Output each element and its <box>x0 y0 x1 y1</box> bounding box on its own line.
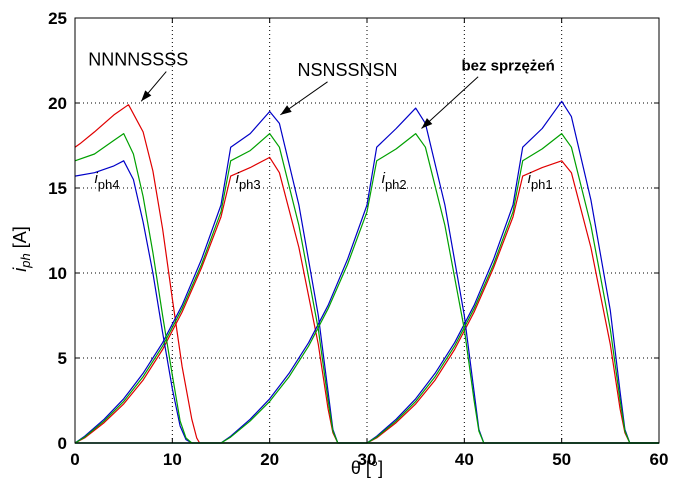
phase-label-ph4: iph4 <box>94 170 119 192</box>
phase-label-sub: ph1 <box>531 177 553 192</box>
x-tick-label: 60 <box>650 450 669 469</box>
series-line-nnnnssss-phase-2 <box>74 156 659 444</box>
y-tick-label: 0 <box>58 434 67 453</box>
x-axis-title: θ [°] <box>351 458 383 478</box>
series-line-nnnnssss-phase-1 <box>74 104 659 444</box>
series-line-nsnssnsn-phase-1 <box>74 160 659 444</box>
series-line-nnnnssss-phase-3 <box>75 160 659 444</box>
series-line-bez-sprzezen-phase-1 <box>74 133 659 444</box>
phase-label-base: i <box>382 170 386 187</box>
annotation-arrow-bez-sprzezen <box>421 76 479 129</box>
x-tick-label: 0 <box>70 450 79 469</box>
annotation-bez-sprzezen: bez sprzężeń <box>461 58 554 75</box>
y-axis-title-base: i <box>10 267 30 272</box>
axes: 0 10 20 30 40 50 60 0 5 10 15 20 25 <box>48 9 668 469</box>
annotation-arrowhead-bez-sprzezen <box>421 118 433 129</box>
x-tick-label: 10 <box>163 450 182 469</box>
x-tick-label: 30 <box>358 450 377 469</box>
series-line-nsnssnsn-phase-3 <box>75 107 659 444</box>
phase-label-base: i <box>236 170 240 187</box>
series-line-bez-sprzezen-phase-2 <box>74 133 659 444</box>
phase-label-ph1: iph1 <box>528 170 553 192</box>
series-line-bez-sprzezen-phase-3 <box>75 133 659 444</box>
y-axis-title-sub: ph <box>18 253 33 268</box>
plot-frame <box>74 17 660 444</box>
x-tick-label: 20 <box>260 450 279 469</box>
y-tick-label: 20 <box>48 94 67 113</box>
series-line-bez-sprzezen-phase-4 <box>75 133 659 444</box>
annotation-nsnssnsn: NSNSSNSN <box>298 60 398 80</box>
y-tick-label: 25 <box>48 9 67 28</box>
series-line-nsnssnsn-phase-2 <box>74 110 659 444</box>
phase-label-base: i <box>528 170 532 187</box>
grid <box>75 18 659 443</box>
x-tick-label: 50 <box>552 450 571 469</box>
annotation-nnnnssss: NNNNSSSS <box>88 50 188 70</box>
phase-label-sub: ph3 <box>239 177 261 192</box>
phase-label-sub: ph4 <box>98 177 120 192</box>
y-tick-label: 15 <box>48 179 67 198</box>
y-tick-label: 5 <box>58 349 67 368</box>
phase-label-ph3: iph3 <box>236 170 261 192</box>
annotation-arrowhead-nnnnssss <box>141 90 152 102</box>
phase-label-ph2: iph2 <box>382 170 407 192</box>
series-line-nsnssnsn-phase-4 <box>75 100 659 444</box>
phase-label-base: i <box>94 170 98 187</box>
phase-label-sub: ph2 <box>385 177 407 192</box>
y-tick-label: 10 <box>48 264 67 283</box>
y-axis-title-unit: [A] <box>10 226 30 253</box>
y-axis-title: iph [A] <box>10 226 33 271</box>
annotation-arrowhead-nsnssnsn <box>280 105 292 115</box>
series-lines <box>74 100 659 444</box>
x-tick-label: 40 <box>455 450 474 469</box>
